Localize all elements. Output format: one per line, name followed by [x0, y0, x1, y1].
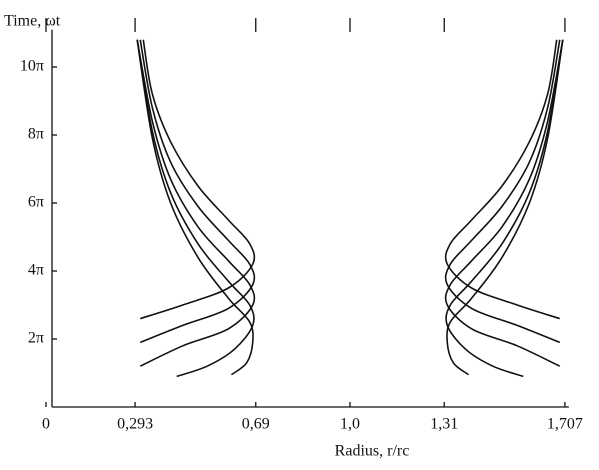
x-tick-label: 1,707 [547, 416, 583, 433]
trajectory-line [136, 39, 255, 378]
y-tick-label: 10π [20, 58, 44, 75]
trajectory-line [445, 39, 564, 378]
x-tick-label: 0 [42, 416, 50, 433]
x-tick-label: 0,69 [242, 416, 270, 433]
y-tick-label: 8π [28, 126, 44, 143]
trajectory-line [444, 39, 564, 367]
trajectory-line [139, 39, 256, 320]
trajectory-line [444, 39, 561, 344]
trajectory-line [136, 39, 256, 367]
x-tick-label: 1,0 [340, 416, 360, 433]
x-tick-label: 0,293 [117, 416, 153, 433]
x-axis-title: Radius, r/rc [335, 443, 410, 460]
y-axis-title: Time, ωt [4, 13, 61, 30]
trajectory-line [139, 39, 256, 344]
y-tick-label: 6π [28, 194, 44, 211]
y-tick-label: 2π [28, 330, 44, 347]
trajectory-line [446, 39, 564, 376]
x-tick-label: 1,31 [430, 416, 458, 433]
trajectory-line [444, 39, 561, 320]
y-tick-label: 4π [28, 262, 44, 279]
trajectory-line [136, 39, 254, 376]
